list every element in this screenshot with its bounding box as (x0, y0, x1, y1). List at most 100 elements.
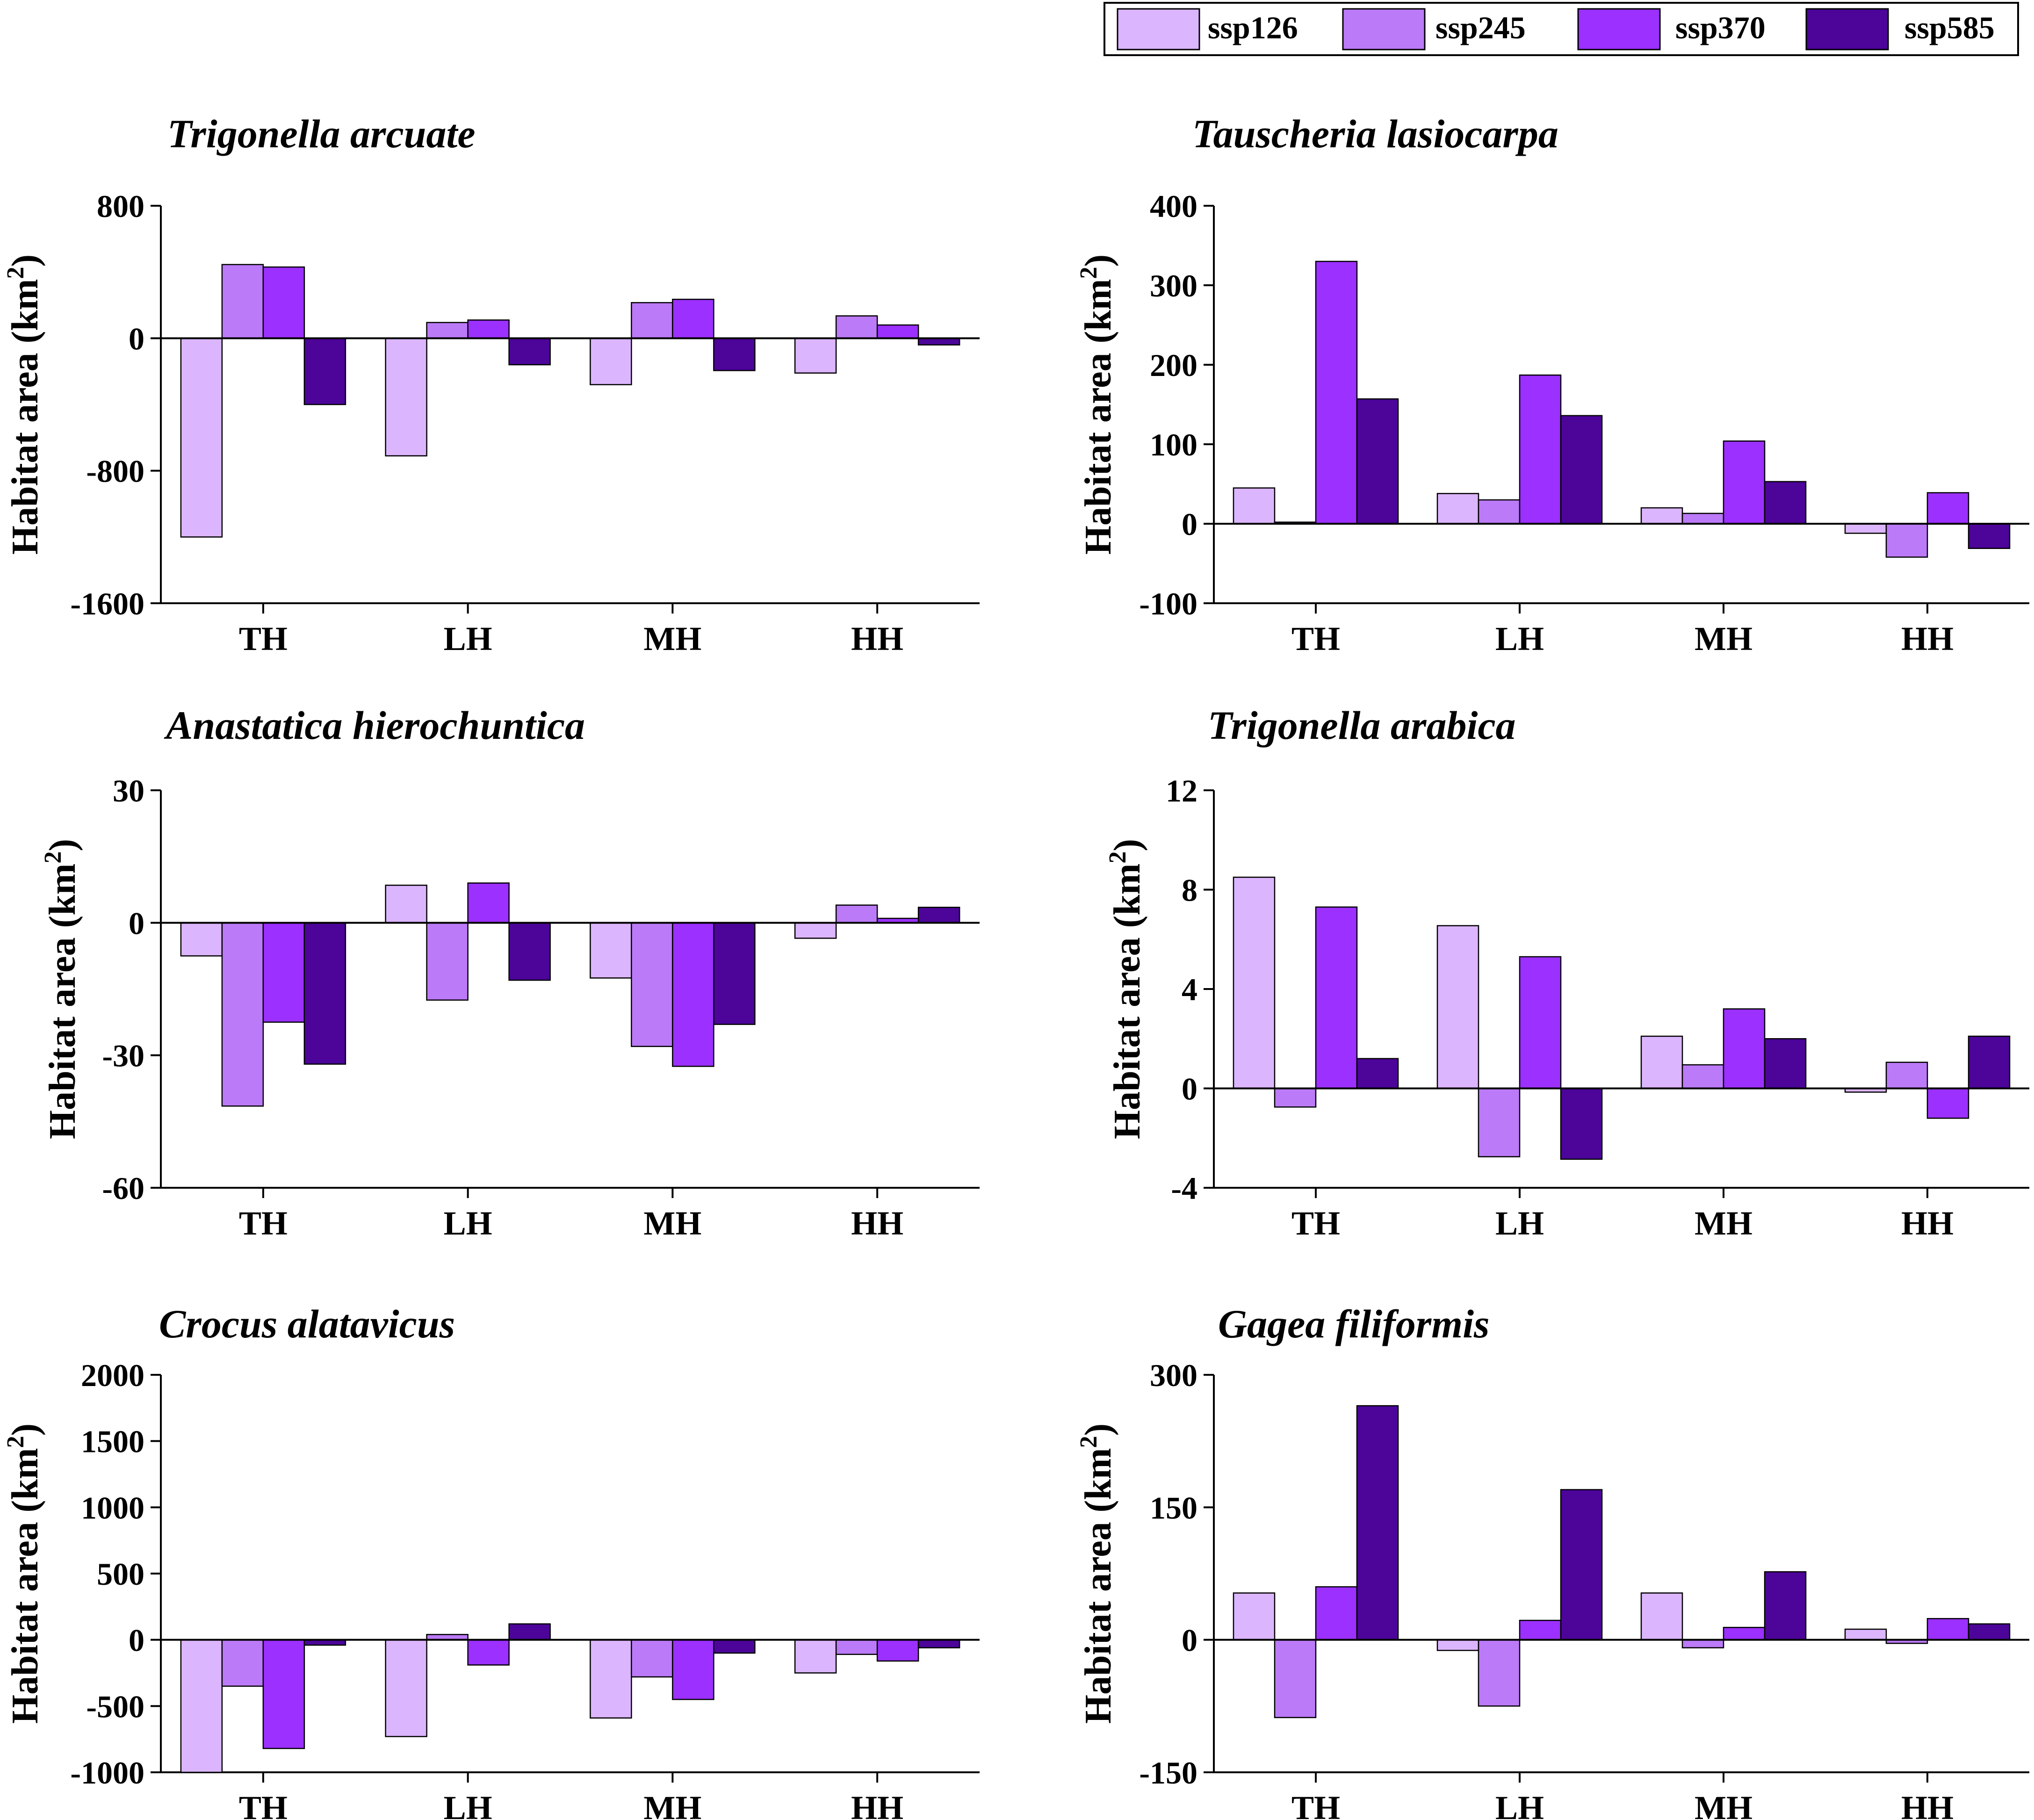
panel-title: Tauscheria lasiocarpa (1192, 111, 1558, 156)
x-tick-label: LH (1495, 1205, 1544, 1242)
x-tick-label: LH (1495, 620, 1544, 657)
bar-LH-ssp370 (1519, 956, 1562, 1089)
x-tick-label: LH (444, 1205, 492, 1242)
y-tick-label: 0 (129, 1623, 144, 1658)
legend-swatch-ssp370 (1577, 8, 1661, 51)
legend-label-ssp370: ssp370 (1675, 10, 1766, 45)
x-tick-label: LH (444, 1789, 492, 1820)
bar-LH-ssp126 (385, 338, 427, 457)
y-tick-label: -100 (1139, 586, 1197, 621)
bar-TH-ssp370 (262, 922, 305, 1023)
bar-LH-ssp126 (385, 884, 427, 924)
panel-title: Gagea filiformis (1218, 1301, 1489, 1346)
legend-swatch-ssp126 (1117, 8, 1200, 51)
panel-4: Crocus alatavicus Habitat area (km2) 2000 1… (2, 1301, 980, 1820)
y-tick-label: 500 (97, 1556, 144, 1592)
panel-5: Gagea filiformis Habitat area (km2) 300 150… (1075, 1301, 2029, 1820)
bar-TH-ssp245 (221, 1639, 264, 1687)
bar-TH-ssp126 (1233, 1592, 1276, 1640)
bar-HH-ssp245 (835, 315, 878, 339)
bar-HH-ssp370 (1926, 492, 1969, 525)
legend-swatch-ssp245 (1342, 8, 1426, 51)
x-tick-label: TH (1291, 1205, 1340, 1242)
bar-MH-ssp245 (1681, 513, 1724, 525)
x-tick-label: MH (643, 1205, 701, 1242)
bar-TH-ssp370 (262, 266, 305, 339)
bar-MH-ssp585 (1764, 481, 1807, 525)
bar-LH-ssp126 (1436, 1639, 1479, 1651)
x-tick-label: LH (444, 620, 492, 657)
y-tick-label: 30 (113, 773, 144, 809)
y-tick-label: 2000 (81, 1358, 144, 1393)
y-tick-label: -60 (102, 1170, 144, 1206)
legend-swatch-ssp585 (1805, 8, 1889, 51)
legend: ssp126 ssp245 ssp370 ssp585 (1104, 2, 2019, 56)
bar-HH-ssp585 (1968, 1035, 2011, 1089)
bar-TH-ssp370 (1315, 260, 1358, 525)
bar-MH-ssp126 (1640, 1035, 1683, 1089)
x-tick-label: HH (851, 1205, 903, 1242)
panel-title: Trigonella arabica (1208, 703, 1516, 748)
legend-label-ssp585: ssp585 (1904, 10, 1995, 45)
bar-MH-ssp370 (672, 1639, 714, 1700)
bar-TH-ssp245 (1274, 1639, 1317, 1719)
bar-MH-ssp126 (1640, 507, 1683, 525)
x-tick-label: MH (643, 620, 701, 657)
bar-HH-ssp126 (1844, 1628, 1887, 1640)
y-tick-label: 0 (1182, 506, 1197, 542)
bar-HH-ssp585 (1968, 523, 2011, 549)
x-tick-label: MH (643, 1789, 701, 1820)
y-tick-label: 200 (1150, 347, 1197, 383)
x-tick-label: HH (851, 620, 903, 657)
panel-3: Trigonella arabica Habitat area (km2) 12 8 4… (1104, 703, 2029, 1242)
y-tick-label: 400 (1150, 188, 1197, 224)
x-tick-label: TH (239, 1789, 288, 1820)
bar-LH-ssp585 (508, 338, 551, 366)
bar-MH-ssp370 (1723, 440, 1766, 525)
bar-LH-ssp370 (1519, 374, 1562, 525)
bar-MH-ssp126 (590, 1639, 632, 1719)
bar-MH-ssp585 (713, 338, 756, 371)
y-tick-label: -1600 (70, 586, 144, 621)
y-tick-label: 150 (1150, 1490, 1197, 1525)
legend-label-ssp126: ssp126 (1208, 10, 1298, 45)
bar-MH-ssp585 (713, 922, 756, 1025)
bar-TH-ssp126 (180, 1639, 223, 1773)
bar-HH-ssp585 (917, 1639, 960, 1648)
bar-HH-ssp245 (1885, 523, 1928, 558)
bar-LH-ssp245 (426, 922, 469, 1001)
y-axis-label: Habitat area (km2) (1075, 1423, 1119, 1724)
panel-1: Tauscheria lasiocarpa Habitat area (km2) 4… (1075, 111, 2029, 657)
bar-TH-ssp585 (1356, 398, 1399, 525)
bar-HH-ssp585 (917, 338, 960, 346)
bar-MH-ssp245 (631, 922, 673, 1047)
y-tick-label: 1500 (81, 1424, 144, 1459)
bar-LH-ssp585 (508, 922, 551, 981)
bar-LH-ssp245 (1478, 1639, 1521, 1707)
bar-TH-ssp126 (1233, 876, 1276, 1089)
y-tick-label: 12 (1166, 773, 1197, 809)
bar-LH-ssp245 (426, 322, 469, 339)
x-tick-label: TH (239, 1205, 288, 1242)
y-tick-label: 300 (1150, 1358, 1197, 1393)
bar-MH-ssp585 (713, 1639, 756, 1654)
bar-MH-ssp126 (1640, 1592, 1683, 1640)
bar-HH-ssp585 (1968, 1623, 2011, 1640)
x-tick-label: HH (1901, 1789, 1954, 1820)
bar-LH-ssp370 (1519, 1619, 1562, 1640)
bar-TH-ssp245 (221, 264, 264, 339)
bar-LH-ssp585 (508, 1623, 551, 1640)
bar-MH-ssp370 (672, 922, 714, 1067)
y-tick-label: 4 (1182, 972, 1197, 1007)
y-tick-label: 100 (1150, 427, 1197, 462)
bar-LH-ssp126 (385, 1639, 427, 1737)
bar-LH-ssp585 (1560, 1088, 1603, 1160)
bar-MH-ssp370 (1723, 1626, 1766, 1640)
bar-TH-ssp585 (1356, 1405, 1399, 1640)
x-tick-label: HH (1901, 1205, 1954, 1242)
bar-LH-ssp585 (1560, 1489, 1603, 1640)
y-tick-label: 0 (129, 905, 144, 941)
x-tick-label: TH (1291, 620, 1340, 657)
bar-HH-ssp126 (794, 338, 837, 374)
